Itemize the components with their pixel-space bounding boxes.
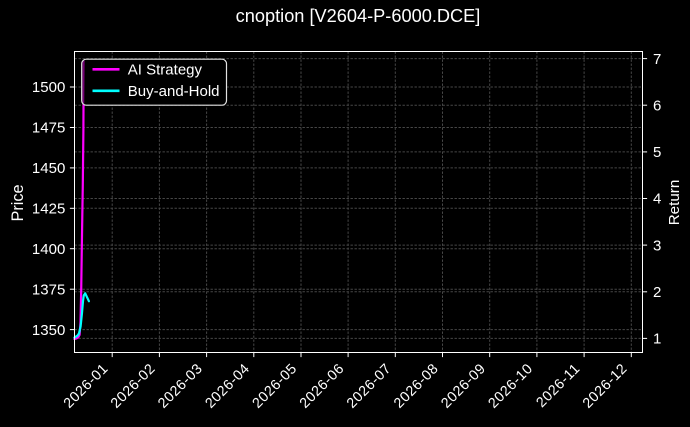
- svg-text:4: 4: [653, 191, 661, 208]
- svg-text:1425: 1425: [32, 201, 65, 218]
- svg-text:1400: 1400: [32, 241, 65, 258]
- svg-text:Buy-and-Hold: Buy-and-Hold: [128, 83, 220, 100]
- svg-text:2: 2: [653, 284, 661, 301]
- svg-text:1450: 1450: [32, 160, 65, 177]
- svg-text:AI Strategy: AI Strategy: [128, 62, 203, 79]
- svg-text:Return: Return: [666, 180, 683, 226]
- svg-text:1500: 1500: [32, 79, 65, 96]
- svg-text:1350: 1350: [32, 322, 65, 339]
- svg-text:1475: 1475: [32, 120, 65, 137]
- svg-text:1375: 1375: [32, 281, 65, 298]
- svg-text:Price: Price: [9, 184, 27, 221]
- svg-text:6: 6: [653, 97, 661, 114]
- svg-text:7: 7: [653, 51, 661, 68]
- svg-text:1: 1: [653, 331, 661, 348]
- svg-text:5: 5: [653, 144, 661, 161]
- svg-text:cnoption [V2604-P-6000.DCE]: cnoption [V2604-P-6000.DCE]: [236, 6, 481, 26]
- svg-text:3: 3: [653, 237, 661, 254]
